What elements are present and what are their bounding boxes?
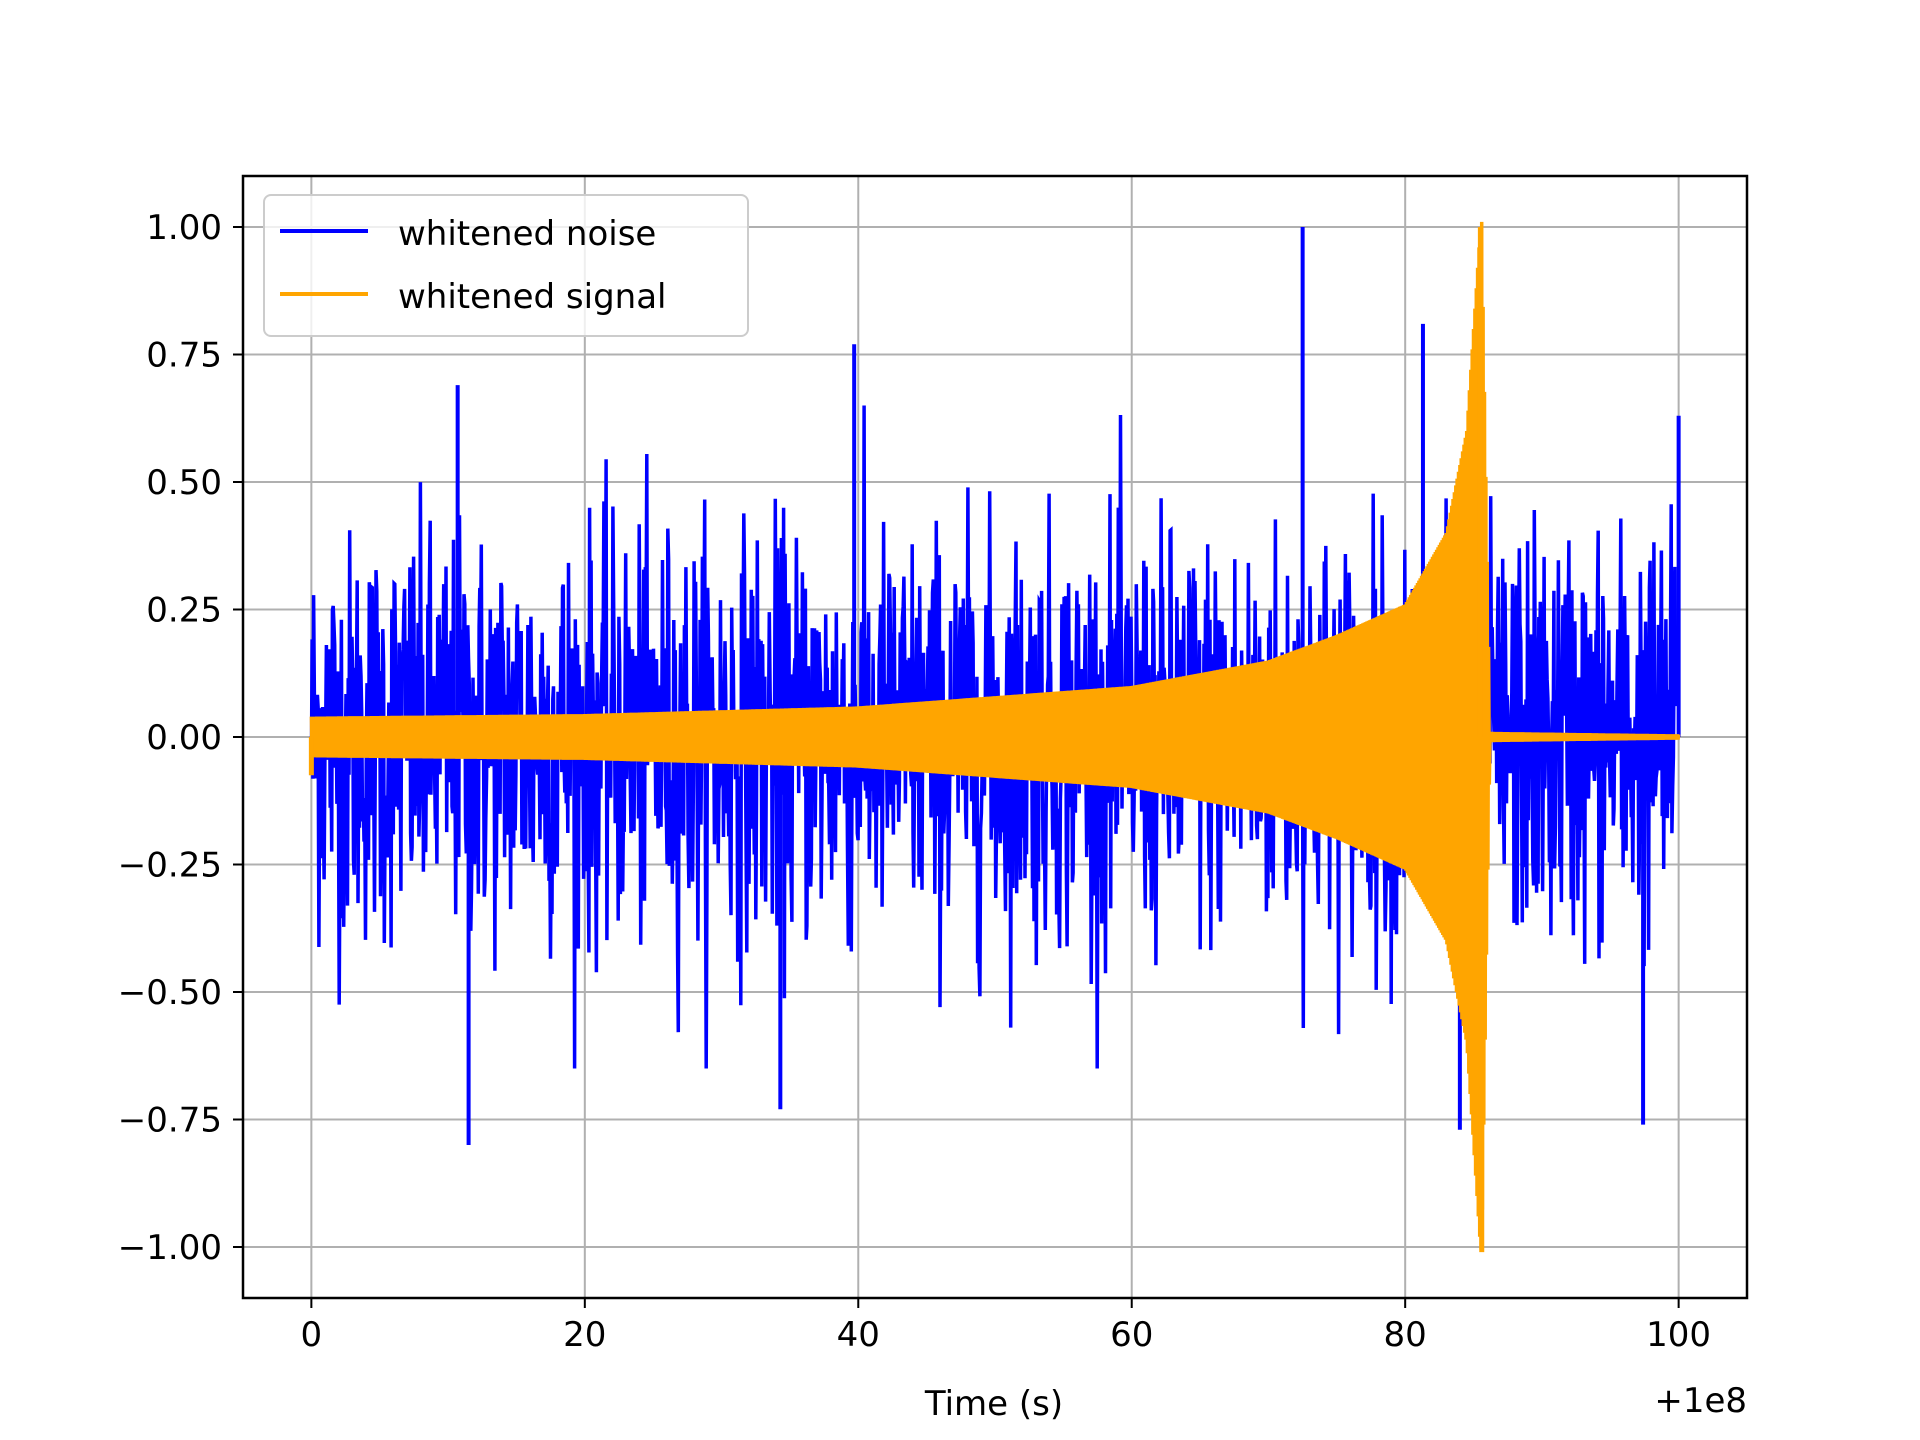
x-tick-label: 40 [837,1315,880,1355]
legend-box [263,194,749,337]
x-axis-label: Time (s) [924,1384,1063,1424]
x-axis-offset-label: +1e8 [1654,1381,1747,1421]
legend-label-whitened-signal: whitened signal [398,277,666,317]
x-tick-label: 0 [301,1315,323,1355]
y-tick-label: 0.50 [146,463,222,503]
legend-label-whitened-noise: whitened noise [398,214,656,254]
signal-trace [309,221,1681,1250]
series-whitened-signal [308,221,1681,1253]
y-tick-label: −0.25 [118,846,222,886]
data-area [308,221,1681,1253]
x-axis: 0 20 40 60 80 100 [301,1298,1711,1355]
y-tick-label: 0.00 [146,718,222,758]
y-tick-label: 0.75 [146,336,222,376]
x-tick-label: 60 [1110,1315,1153,1355]
y-tick-label: −0.50 [118,973,222,1013]
legend: whitened noise whitened signal [263,194,749,337]
y-tick-label: 0.25 [146,591,222,631]
y-tick-label: −0.75 [118,1101,222,1141]
y-axis: 1.00 0.75 0.50 0.25 0.00 −0.25 −0.50 −0.75 −1.00 [118,208,243,1268]
y-tick-label: −1.00 [118,1228,222,1268]
x-tick-label: 80 [1384,1315,1427,1355]
x-tick-label: 20 [563,1315,606,1355]
x-tick-label: 100 [1646,1315,1711,1355]
y-tick-label: 1.00 [146,208,222,248]
